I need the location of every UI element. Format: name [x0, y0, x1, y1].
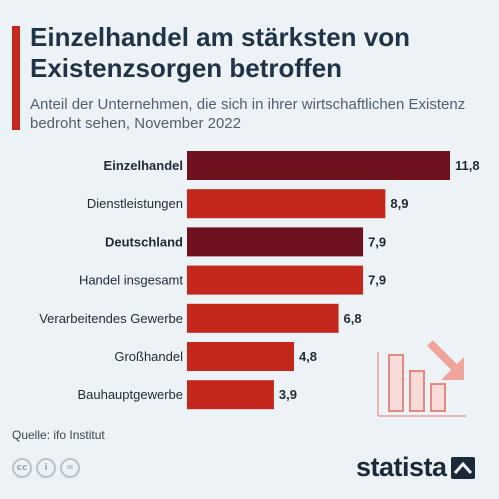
bar — [187, 380, 274, 410]
cc-icon[interactable]: cc — [12, 458, 32, 478]
bar — [187, 151, 450, 180]
brand-name: statista — [356, 452, 447, 482]
chart-subtitle: Anteil der Unternehmen, die sich in ihre… — [30, 96, 466, 132]
value-label: 7,9 — [368, 234, 386, 249]
category-label: Verarbeitendes Gewerbe — [39, 311, 183, 326]
chart-title: Einzelhandel am stärksten von Existenzso… — [30, 22, 411, 83]
value-label: 11,8 — [455, 158, 480, 173]
category-label: Bauhauptgewerbe — [77, 387, 183, 402]
bar — [187, 342, 294, 371]
value-label: 4,8 — [299, 349, 317, 364]
source-note: Quelle: ifo Institut — [12, 428, 105, 442]
bar — [187, 227, 364, 257]
bar — [187, 189, 386, 219]
declining-bar-chart-icon — [377, 340, 466, 417]
value-label: 8,9 — [390, 196, 408, 211]
category-label: Einzelhandel — [104, 158, 183, 173]
equals-icon[interactable]: = — [60, 458, 80, 478]
value-label: 6,8 — [344, 311, 362, 326]
value-label: 3,9 — [279, 387, 297, 402]
value-label: 7,9 — [368, 273, 386, 288]
bar — [187, 265, 364, 295]
category-label: Deutschland — [105, 234, 183, 249]
category-label: Dienstleistungen — [87, 196, 183, 211]
statista-logo[interactable]: statista — [356, 452, 475, 483]
accent-bar — [12, 26, 20, 130]
category-label: Handel insgesamt — [79, 273, 183, 288]
bar — [187, 303, 339, 333]
license-icons: cc i = — [12, 458, 80, 478]
by-icon[interactable]: i — [36, 458, 56, 478]
category-label: Großhandel — [114, 349, 183, 364]
statista-mark-icon — [450, 456, 475, 479]
